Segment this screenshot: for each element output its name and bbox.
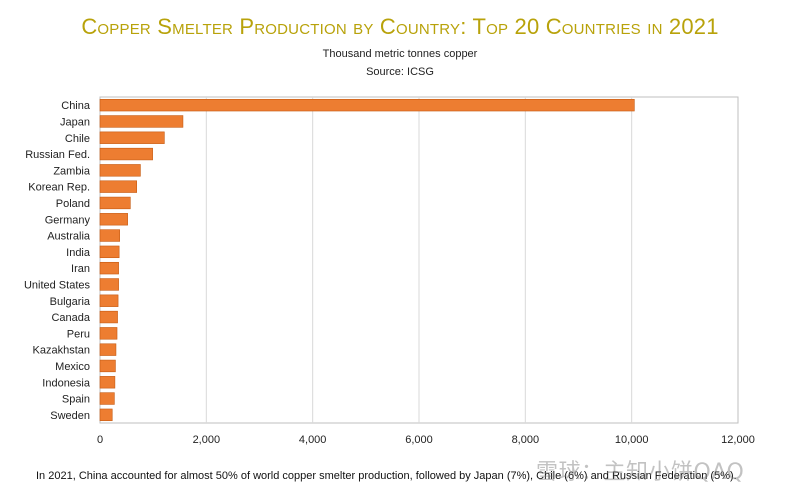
- bar-indonesia: [99, 376, 116, 389]
- y-tick-label: Peru: [67, 328, 90, 340]
- bar-mexico: [99, 359, 116, 373]
- y-tick-label: Indonesia: [42, 377, 91, 389]
- watermark: 雪球：主知小饼QAQ: [536, 460, 745, 485]
- y-tick-label: China: [61, 100, 91, 112]
- x-tick-label: 0: [97, 434, 103, 446]
- y-tick-label: Chile: [65, 133, 90, 145]
- y-tick-label: Poland: [56, 198, 90, 210]
- bar-sweden: [99, 408, 113, 422]
- y-tick-label: Russian Fed.: [25, 149, 90, 161]
- bar-chile: [99, 131, 165, 144]
- chart-title: Copper Smelter Production by Country: To…: [81, 14, 719, 39]
- bar-peru: [99, 327, 118, 340]
- bar-india: [99, 245, 120, 259]
- y-tick-label: Zambia: [53, 165, 91, 177]
- y-tick-label: Bulgaria: [50, 296, 91, 308]
- bar-iran: [99, 261, 119, 275]
- y-tick-label: Iran: [71, 263, 90, 275]
- x-tick-label: 12,000: [721, 434, 755, 446]
- bar-spain: [99, 392, 115, 405]
- y-tick-label: Germany: [45, 214, 91, 226]
- y-tick-label: Sweden: [50, 410, 90, 422]
- y-tick-label: Korean Rep.: [28, 182, 90, 194]
- bar-germany: [99, 213, 128, 226]
- bar-bulgaria: [99, 294, 119, 307]
- y-tick-label: Kazakhstan: [33, 345, 90, 357]
- x-tick-label: 6,000: [405, 434, 433, 446]
- y-tick-label: Japan: [60, 116, 90, 128]
- x-tick-label: 4,000: [299, 434, 327, 446]
- y-tick-label: India: [66, 247, 91, 259]
- y-tick-label: Australia: [47, 231, 91, 243]
- chart-source: Source: ICSG: [366, 66, 434, 78]
- bar-poland: [99, 196, 131, 210]
- bar-korean-rep: [99, 180, 137, 193]
- bar-kazakhstan: [99, 343, 117, 356]
- bar-australia: [99, 229, 120, 242]
- bar-canada: [99, 310, 118, 324]
- x-tick-label: 8,000: [512, 434, 540, 446]
- bar-russian-fed: [99, 147, 153, 161]
- bar-united-states: [99, 278, 119, 291]
- bar-zambia: [99, 164, 141, 177]
- y-tick-label: Mexico: [55, 361, 90, 373]
- x-tick-label: 2,000: [193, 434, 221, 446]
- chart-footnote: In 2021, China accounted for almost 50% …: [36, 470, 737, 482]
- y-tick-label: Canada: [51, 312, 90, 324]
- y-tick-label: United States: [24, 279, 91, 291]
- bar-china: [99, 98, 635, 112]
- x-tick-label: 10,000: [615, 434, 649, 446]
- bar-japan: [99, 115, 184, 128]
- y-tick-label: Spain: [62, 394, 90, 406]
- chart-subtitle: Thousand metric tonnes copper: [322, 48, 478, 60]
